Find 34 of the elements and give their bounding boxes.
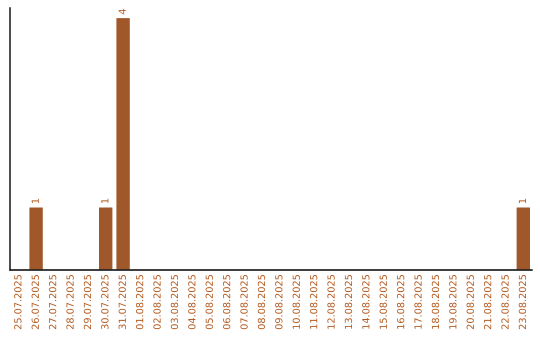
x-tick-label: 16.08.2025 [396, 275, 404, 329]
data-label: 4 [118, 9, 126, 14]
x-tick-label: 25.07.2025 [14, 275, 22, 330]
x-tick-label: 07.08.2025 [240, 275, 248, 330]
x-tick-label: 18.08.2025 [432, 275, 440, 329]
x-tick-label: 05.08.2025 [206, 275, 213, 330]
x-tick-label: 11.08.2025 [310, 275, 318, 329]
data-label: 1 [101, 198, 108, 204]
x-tick-label: 03.08.2025 [170, 275, 178, 330]
x-tick-label: 13.08.2025 [344, 275, 352, 329]
x-tick-label: 28.07.2025 [66, 275, 74, 330]
x-tick-label: 08.08.2025 [258, 275, 266, 330]
x-tick-label: 14.08.2025 [362, 275, 370, 329]
x-tick-label: 21.08.2025 [484, 275, 492, 330]
x-tick-label: 06.08.2025 [222, 275, 230, 330]
x-tick-label: 22.08.2025 [501, 275, 509, 330]
x-tick-label: 12.08.2025 [327, 275, 335, 329]
x-tick-label: 31.07.2025 [118, 275, 126, 330]
x-tick-label: 27.07.2025 [48, 275, 56, 330]
x-tick-label: 02.08.2025 [153, 275, 161, 330]
x-tick-label: 15.08.2025 [380, 275, 387, 329]
x-tick-label: 17.08.2025 [414, 275, 422, 329]
x-tick-label: 19.08.2025 [449, 275, 457, 329]
x-tick-label: 26.07.2025 [32, 275, 39, 330]
data-label: 1 [32, 198, 39, 204]
x-tick-label: 10.08.2025 [292, 275, 300, 329]
data-label: 1 [518, 198, 526, 204]
x-tick-label: 09.08.2025 [275, 275, 283, 330]
x-tick-label: 23.08.2025 [518, 275, 526, 330]
x-tick-label: 04.08.2025 [188, 275, 196, 330]
x-tick-label: 30.07.2025 [101, 275, 109, 330]
x-tick-label: 20.08.2025 [466, 275, 474, 330]
x-tick-label: 01.08.2025 [136, 275, 144, 330]
x-tick-label: 29.07.2025 [84, 275, 92, 330]
